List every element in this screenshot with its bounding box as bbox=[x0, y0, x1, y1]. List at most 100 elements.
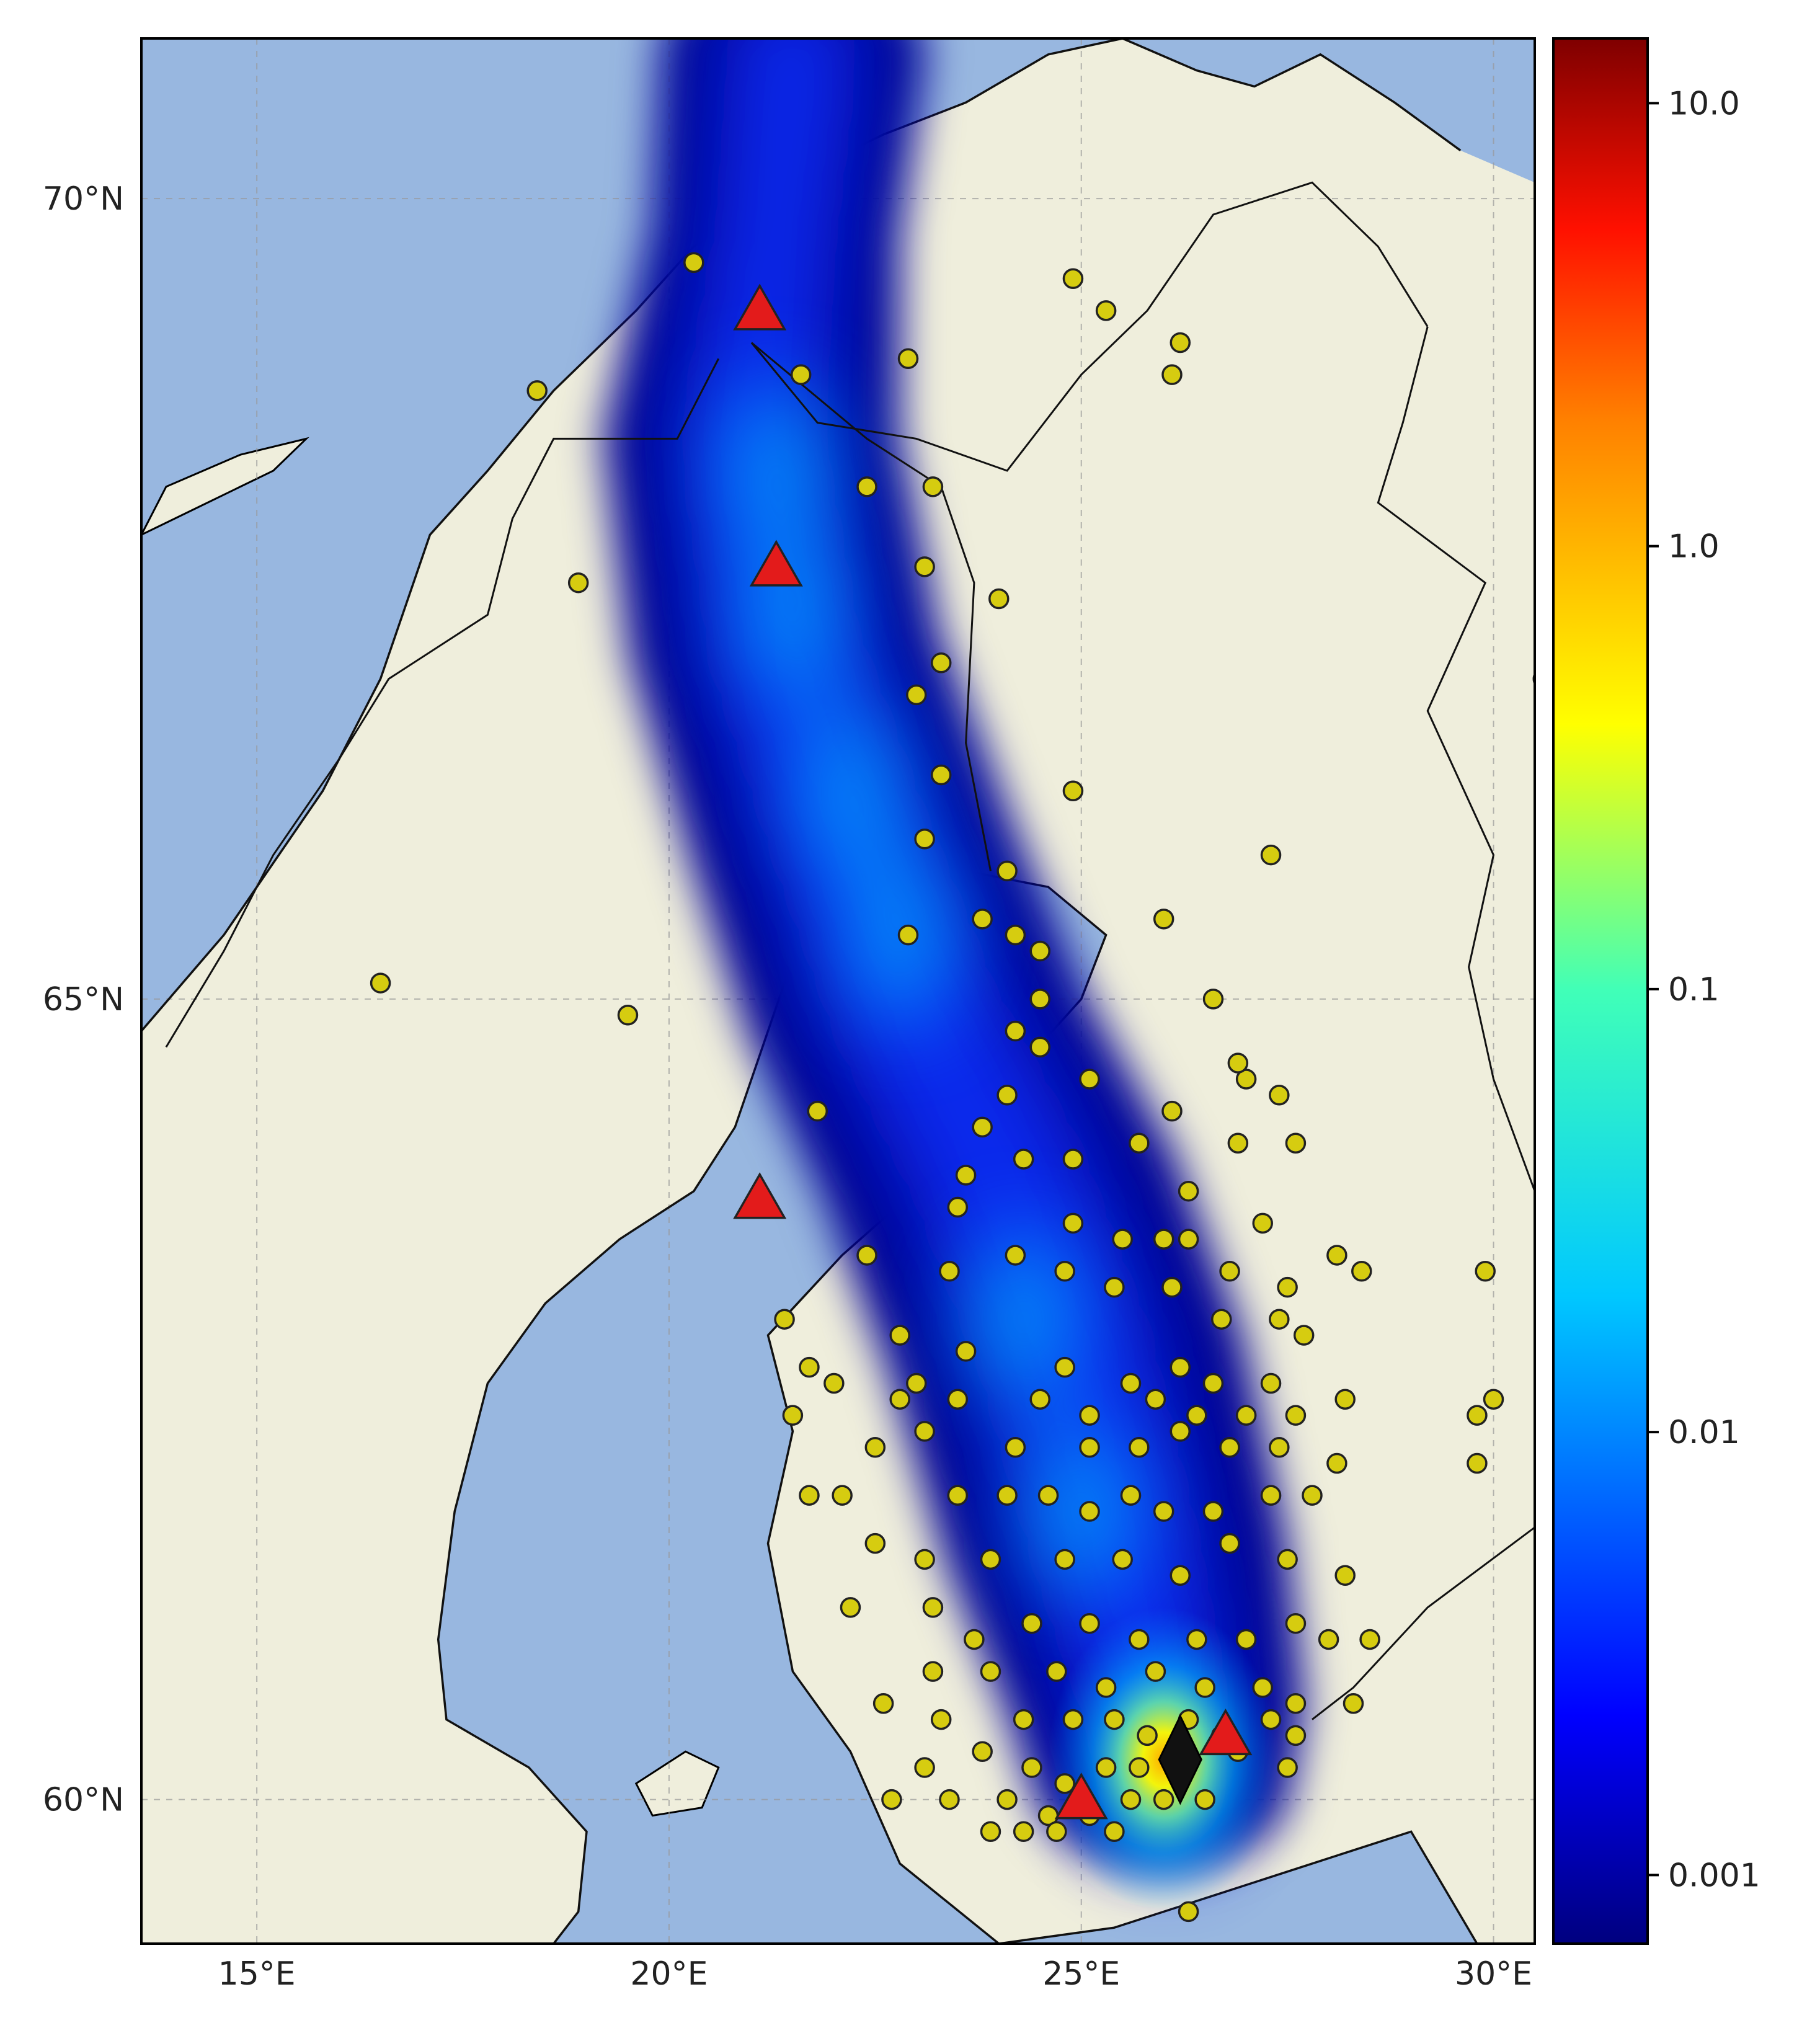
colorbar-ticks: 10.0 1.0 0.1 0.01 0.001 bbox=[1648, 85, 1760, 1894]
border-line bbox=[750, 181, 1429, 472]
station-marker bbox=[1129, 1629, 1150, 1650]
station-marker bbox=[782, 1405, 804, 1426]
station-marker bbox=[1260, 844, 1282, 866]
station-marker bbox=[790, 364, 812, 385]
latitude-tick-label: 65°N bbox=[43, 981, 124, 1018]
station-marker bbox=[914, 1549, 935, 1570]
station-marker bbox=[1277, 1757, 1298, 1778]
station-marker bbox=[1037, 1485, 1059, 1506]
longitude-tick-label: 30°E bbox=[1455, 1955, 1532, 1993]
station-marker bbox=[1260, 1372, 1282, 1394]
station-marker bbox=[1029, 989, 1050, 1010]
station-marker bbox=[1062, 1149, 1084, 1170]
station-marker bbox=[1293, 1325, 1315, 1346]
land-aland bbox=[634, 1750, 720, 1817]
station-marker bbox=[1153, 909, 1174, 930]
map-panel bbox=[141, 38, 1535, 1944]
station-marker bbox=[1013, 1149, 1034, 1170]
station-marker bbox=[906, 684, 927, 706]
station-marker bbox=[1227, 1052, 1249, 1074]
station-marker bbox=[955, 1165, 977, 1186]
station-marker bbox=[1062, 1709, 1084, 1730]
plume-inner bbox=[718, 383, 1139, 1599]
station-marker bbox=[1285, 1612, 1307, 1634]
station-marker bbox=[823, 1372, 845, 1394]
station-marker bbox=[832, 1485, 853, 1506]
station-marker bbox=[856, 476, 877, 497]
station-marker bbox=[1095, 1757, 1117, 1778]
station-marker bbox=[1235, 1069, 1257, 1090]
station-marker bbox=[997, 860, 1018, 882]
station-marker bbox=[972, 1741, 993, 1762]
station-marker bbox=[914, 829, 935, 850]
station-marker bbox=[972, 909, 993, 930]
station-marker bbox=[807, 1100, 828, 1122]
station-marker bbox=[1161, 364, 1183, 385]
border-line bbox=[1312, 1526, 1535, 1720]
longitude-tick-labels: 15°E 20°E 25°E 30°E bbox=[218, 1955, 1532, 1993]
station-marker bbox=[1153, 1229, 1174, 1250]
station-marker bbox=[1178, 1901, 1199, 1923]
station-marker bbox=[1186, 1629, 1207, 1650]
station-marker bbox=[1202, 989, 1224, 1010]
station-marker bbox=[1153, 1501, 1174, 1522]
station-marker bbox=[1005, 1436, 1026, 1458]
station-marker bbox=[1029, 1389, 1050, 1410]
station-marker bbox=[1235, 1405, 1257, 1426]
station-marker bbox=[914, 556, 935, 577]
station-marker bbox=[1129, 1436, 1150, 1458]
station-marker bbox=[1334, 1389, 1356, 1410]
station-marker bbox=[906, 1372, 927, 1394]
station-marker bbox=[774, 1309, 795, 1330]
station-marker bbox=[370, 972, 391, 994]
station-marker bbox=[799, 1485, 820, 1506]
station-marker bbox=[1095, 1677, 1117, 1698]
station-marker bbox=[872, 1693, 894, 1714]
station-marker bbox=[1137, 1725, 1158, 1746]
border-line bbox=[750, 342, 992, 871]
triangle-marker bbox=[749, 540, 803, 587]
station-marker bbox=[980, 1549, 1001, 1570]
plume-bright-segment bbox=[718, 383, 834, 559]
station-marker bbox=[997, 1085, 1018, 1106]
station-marker bbox=[1285, 1725, 1307, 1746]
station-marker bbox=[1129, 1132, 1150, 1154]
release-diamond-marker bbox=[1158, 1714, 1202, 1805]
station-marker bbox=[964, 1629, 985, 1650]
longitude-tick-label: 25°E bbox=[1042, 1955, 1120, 1993]
station-marker bbox=[1211, 1309, 1232, 1330]
border-line bbox=[1377, 326, 1535, 1192]
longitude-tick-label: 20°E bbox=[630, 1955, 708, 1993]
colorbar-tick-label: 1.0 bbox=[1668, 528, 1720, 566]
station-marker bbox=[1079, 1612, 1100, 1634]
station-marker bbox=[864, 1436, 886, 1458]
station-marker bbox=[1235, 1629, 1257, 1650]
station-marker bbox=[889, 1389, 910, 1410]
station-marker bbox=[947, 1485, 969, 1506]
colorbar: 10.0 1.0 0.1 0.01 0.001 bbox=[1552, 37, 1760, 1945]
colorbar-gradient bbox=[1552, 37, 1649, 1945]
map-frame bbox=[140, 37, 1536, 1945]
station-marker bbox=[1302, 1485, 1323, 1506]
latitude-tick-label: 60°N bbox=[43, 1782, 124, 1819]
station-marker bbox=[1483, 1389, 1504, 1410]
station-marker bbox=[1475, 1261, 1496, 1282]
station-marker bbox=[1351, 1261, 1372, 1282]
station-marker bbox=[840, 1597, 861, 1618]
station-marker bbox=[1062, 268, 1084, 289]
station-marker bbox=[1467, 1452, 1488, 1474]
station-marker bbox=[1532, 672, 1535, 685]
station-marker bbox=[856, 1245, 877, 1266]
station-marker bbox=[930, 652, 952, 674]
station-marker bbox=[972, 1116, 993, 1138]
station-marker bbox=[1104, 1709, 1125, 1730]
station-marker bbox=[997, 1789, 1018, 1810]
station-marker bbox=[617, 1004, 639, 1026]
station-marker bbox=[1120, 1372, 1142, 1394]
station-marker bbox=[1170, 332, 1191, 354]
colorbar-tick-label: 0.1 bbox=[1668, 971, 1720, 1008]
station-marker bbox=[980, 1661, 1001, 1682]
station-marker bbox=[930, 764, 952, 786]
plume-bright-segment bbox=[965, 1231, 1081, 1408]
station-marker bbox=[897, 924, 919, 946]
